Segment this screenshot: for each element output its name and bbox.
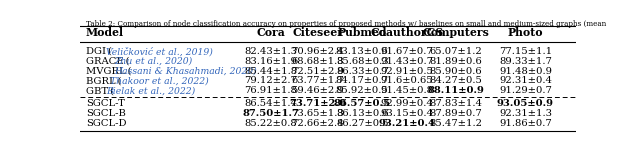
Text: SGCL-T: SGCL-T <box>86 99 125 108</box>
Text: Citeseer: Citeseer <box>292 27 343 38</box>
Text: Cora: Cora <box>257 27 285 38</box>
Text: 83.16±1.9: 83.16±1.9 <box>244 57 298 66</box>
Text: Hassani & Khasahmadi, 2020): Hassani & Khasahmadi, 2020) <box>114 67 257 76</box>
Text: Thakoor et al., 2022): Thakoor et al., 2022) <box>110 76 209 85</box>
Text: 93.15±0.4: 93.15±0.4 <box>380 109 433 118</box>
Text: 85.92±0.5: 85.92±0.5 <box>336 86 388 95</box>
Text: 83.13±0.6: 83.13±0.6 <box>336 47 388 56</box>
Text: 87.83±1.4: 87.83±1.4 <box>429 99 483 108</box>
Text: 79.12±2.7: 79.12±2.7 <box>244 76 298 85</box>
Text: 84.17±0.7: 84.17±0.7 <box>336 76 388 85</box>
Text: 76.91±1.8: 76.91±1.8 <box>244 86 298 95</box>
Text: SGCL-D: SGCL-D <box>86 119 127 128</box>
Text: 91.45±0.8: 91.45±0.8 <box>380 86 433 95</box>
Text: 91.29±0.7: 91.29±0.7 <box>499 86 552 95</box>
Text: 85.90±0.6: 85.90±0.6 <box>429 67 483 76</box>
Text: Computers: Computers <box>422 27 490 38</box>
Text: Table 2: Comparison of node classification accuracy on properties of proposed me: Table 2: Comparison of node classificati… <box>86 20 606 28</box>
Text: 89.33±1.7: 89.33±1.7 <box>499 57 552 66</box>
Text: 72.66±2.4: 72.66±2.4 <box>291 119 344 128</box>
Text: 73.65±1.3: 73.65±1.3 <box>291 109 344 118</box>
Text: 86.13±0.6: 86.13±0.6 <box>336 109 388 118</box>
Text: Pubmed: Pubmed <box>337 27 387 38</box>
Text: Zhu et al., 2020): Zhu et al., 2020) <box>114 57 193 66</box>
Text: 88.11±0.9: 88.11±0.9 <box>428 86 484 95</box>
Text: 86.33±0.7: 86.33±0.7 <box>336 67 388 76</box>
Text: 86.27±0.5: 86.27±0.5 <box>336 119 388 128</box>
Text: 86.54±1.4: 86.54±1.4 <box>244 99 298 108</box>
Text: 85.68±0.3: 85.68±0.3 <box>336 57 388 66</box>
Text: 92.31±1.3: 92.31±1.3 <box>499 109 552 118</box>
Text: 91.43±0.7: 91.43±0.7 <box>380 57 433 66</box>
Text: 86.57±0.5: 86.57±0.5 <box>333 99 391 108</box>
Text: 77.15±1.1: 77.15±1.1 <box>499 47 552 56</box>
Text: 87.50±1.7: 87.50±1.7 <box>243 109 300 118</box>
Text: 85.47±1.2: 85.47±1.2 <box>429 119 483 128</box>
Text: 93.05±0.9: 93.05±0.9 <box>497 99 554 108</box>
Text: 91.67±0.7: 91.67±0.7 <box>381 47 433 56</box>
Text: 84.27±0.5: 84.27±0.5 <box>429 76 483 85</box>
Text: 81.89±0.6: 81.89±0.6 <box>429 57 483 66</box>
Text: DGI (: DGI ( <box>86 47 112 56</box>
Text: 73.71±2.0: 73.71±2.0 <box>289 99 346 108</box>
Text: 91.6±0.65: 91.6±0.65 <box>381 76 433 85</box>
Text: Bielak et al., 2022): Bielak et al., 2022) <box>106 86 195 95</box>
Text: 63.77±1.7: 63.77±1.7 <box>291 76 344 85</box>
Text: BGRL (: BGRL ( <box>86 76 122 85</box>
Text: 72.51±2.9: 72.51±2.9 <box>291 67 344 76</box>
Text: Photo: Photo <box>508 27 543 38</box>
Text: GRACE (: GRACE ( <box>86 57 129 66</box>
Text: MVGRL (: MVGRL ( <box>86 67 131 76</box>
Text: 85.44±1.8: 85.44±1.8 <box>244 67 298 76</box>
Text: 65.07±1.2: 65.07±1.2 <box>429 47 483 56</box>
Text: 91.86±0.7: 91.86±0.7 <box>499 119 552 128</box>
Text: GBT (: GBT ( <box>86 86 114 95</box>
Text: Veličković et al., 2019): Veličković et al., 2019) <box>106 47 213 56</box>
Text: 93.21±0.4: 93.21±0.4 <box>378 119 435 128</box>
Text: 91.48±0.9: 91.48±0.9 <box>499 67 552 76</box>
Text: 82.43±1.3: 82.43±1.3 <box>244 47 298 56</box>
Text: 87.89±0.7: 87.89±0.7 <box>429 109 483 118</box>
Text: 92.31±0.4: 92.31±0.4 <box>499 76 552 85</box>
Text: SGCL-B: SGCL-B <box>86 109 126 118</box>
Text: 92.99±0.4: 92.99±0.4 <box>380 99 433 108</box>
Text: 70.96±2.4: 70.96±2.4 <box>291 47 344 56</box>
Text: 92.91±0.5: 92.91±0.5 <box>380 67 433 76</box>
Text: 85.22±0.8: 85.22±0.8 <box>244 119 298 128</box>
Text: Model: Model <box>86 27 124 38</box>
Text: CoauthorCS: CoauthorCS <box>370 27 444 38</box>
Text: 59.46±2.9: 59.46±2.9 <box>291 86 344 95</box>
Text: 68.68±1.3: 68.68±1.3 <box>291 57 344 66</box>
